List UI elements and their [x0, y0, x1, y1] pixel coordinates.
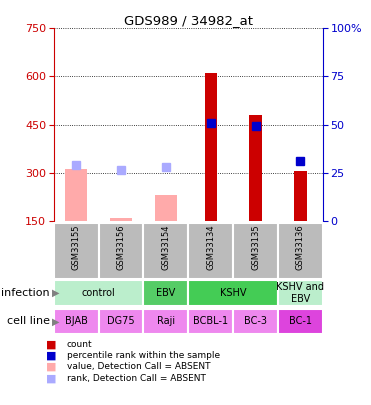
Bar — [278, 309, 323, 334]
Text: GSM33154: GSM33154 — [161, 224, 170, 270]
Bar — [54, 309, 99, 334]
Text: ■: ■ — [46, 362, 57, 372]
Text: ▶: ▶ — [52, 316, 59, 326]
Bar — [155, 195, 177, 221]
Text: KSHV and
EBV: KSHV and EBV — [276, 282, 324, 304]
Bar — [99, 309, 144, 334]
Text: BC-1: BC-1 — [289, 316, 312, 326]
Text: GSM33135: GSM33135 — [251, 224, 260, 270]
Text: percentile rank within the sample: percentile rank within the sample — [67, 351, 220, 360]
Bar — [54, 280, 144, 306]
Bar — [144, 223, 188, 279]
Bar — [54, 223, 99, 279]
Bar — [188, 280, 278, 306]
Text: infection: infection — [1, 288, 50, 298]
Bar — [110, 218, 132, 221]
Bar — [144, 309, 188, 334]
Text: value, Detection Call = ABSENT: value, Detection Call = ABSENT — [67, 362, 210, 371]
Bar — [294, 171, 306, 221]
Text: GSM33134: GSM33134 — [206, 224, 215, 270]
Text: GSM33136: GSM33136 — [296, 224, 305, 270]
Text: GSM33155: GSM33155 — [72, 224, 81, 270]
Bar — [233, 309, 278, 334]
Text: cell line: cell line — [7, 316, 50, 326]
Bar — [99, 223, 144, 279]
Bar — [233, 223, 278, 279]
Title: GDS989 / 34982_at: GDS989 / 34982_at — [124, 14, 253, 27]
Text: GSM33156: GSM33156 — [116, 224, 125, 270]
Text: DG75: DG75 — [107, 316, 135, 326]
Bar — [65, 169, 88, 221]
Bar — [278, 223, 323, 279]
Bar — [188, 309, 233, 334]
Text: ■: ■ — [46, 339, 57, 349]
Bar — [204, 73, 217, 221]
Text: ■: ■ — [46, 351, 57, 360]
Bar — [278, 280, 323, 306]
Text: KSHV: KSHV — [220, 288, 246, 298]
Text: BJAB: BJAB — [65, 316, 88, 326]
Text: BC-3: BC-3 — [244, 316, 267, 326]
Text: BCBL-1: BCBL-1 — [193, 316, 228, 326]
Text: count: count — [67, 340, 92, 349]
Bar — [144, 280, 188, 306]
Text: ■: ■ — [46, 373, 57, 383]
Text: rank, Detection Call = ABSENT: rank, Detection Call = ABSENT — [67, 374, 206, 383]
Bar — [249, 115, 262, 221]
Text: EBV: EBV — [156, 288, 175, 298]
Text: ▶: ▶ — [52, 288, 59, 298]
Bar — [188, 223, 233, 279]
Text: Raji: Raji — [157, 316, 175, 326]
Text: control: control — [82, 288, 115, 298]
